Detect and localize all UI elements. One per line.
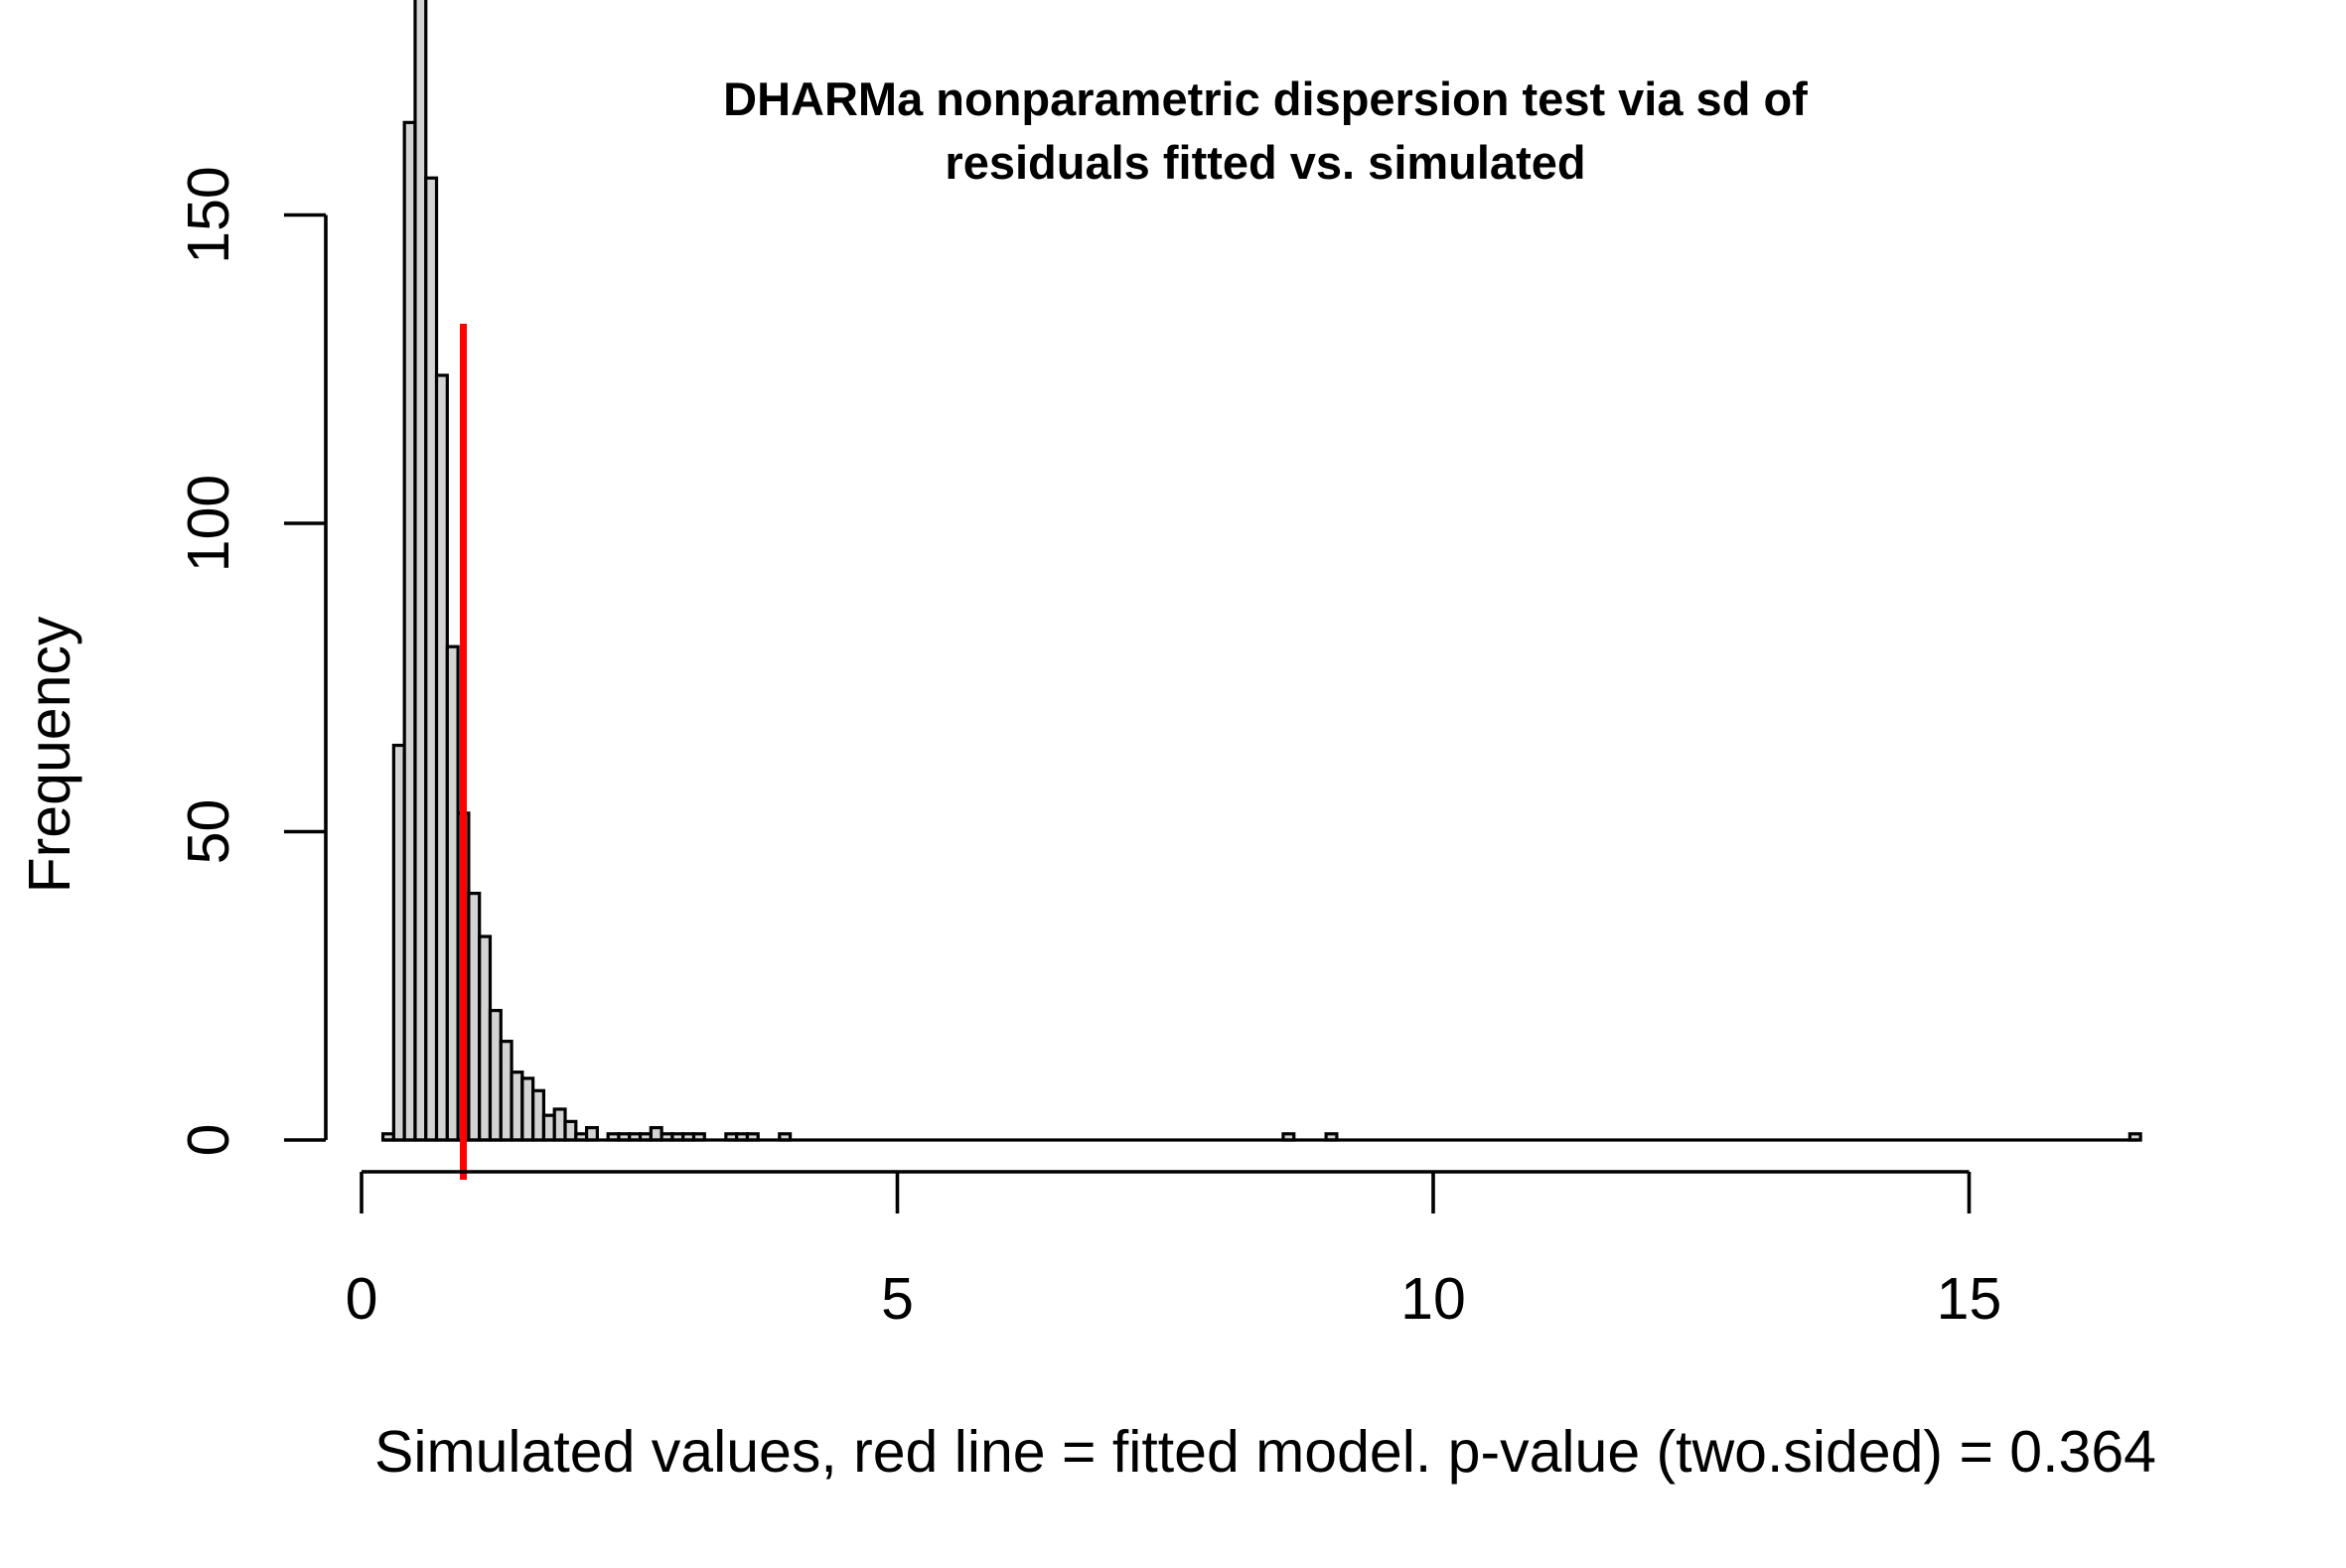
histogram-bar — [402, 120, 417, 1142]
histogram-bar — [434, 373, 449, 1142]
histogram-bar — [499, 1040, 513, 1142]
histogram-bar — [445, 644, 460, 1142]
x-axis: 0 5 10 15 — [346, 1170, 2002, 1332]
histogram-bar — [478, 934, 493, 1142]
y-axis-label: Frequency — [17, 616, 82, 893]
histogram-bar — [488, 1008, 503, 1142]
y-axis: 0 50 100 150 — [176, 166, 328, 1157]
y-tick-label: 150 — [176, 166, 241, 263]
histogram-bar — [391, 743, 406, 1142]
histogram-bar — [520, 1076, 535, 1142]
x-tick-label: 5 — [881, 1266, 914, 1332]
x-tick-label: 0 — [346, 1266, 378, 1332]
histogram-bar — [467, 891, 482, 1142]
x-tick-label: 10 — [1400, 1266, 1466, 1332]
histogram-bar — [563, 1119, 578, 1142]
histogram-bar — [424, 176, 439, 1142]
chart-title-line-2: residuals fitted vs. simulated — [945, 136, 1585, 189]
histogram-bar — [531, 1088, 546, 1142]
histogram-bar — [510, 1070, 524, 1142]
histogram-bar — [552, 1107, 567, 1142]
y-tick-label: 50 — [176, 799, 241, 865]
histogram-bar — [649, 1125, 663, 1142]
histogram-bar — [413, 0, 428, 1142]
histogram-bar — [541, 1113, 556, 1142]
histogram-bar — [584, 1125, 599, 1142]
x-tick-label: 15 — [1937, 1266, 2002, 1332]
chart-title: DHARMa nonparametric dispersion test via… — [723, 72, 1808, 125]
y-tick-label: 100 — [176, 475, 241, 572]
y-tick-label: 0 — [176, 1124, 241, 1157]
x-axis-label: Simulated values, red line = fitted mode… — [374, 1419, 2156, 1485]
